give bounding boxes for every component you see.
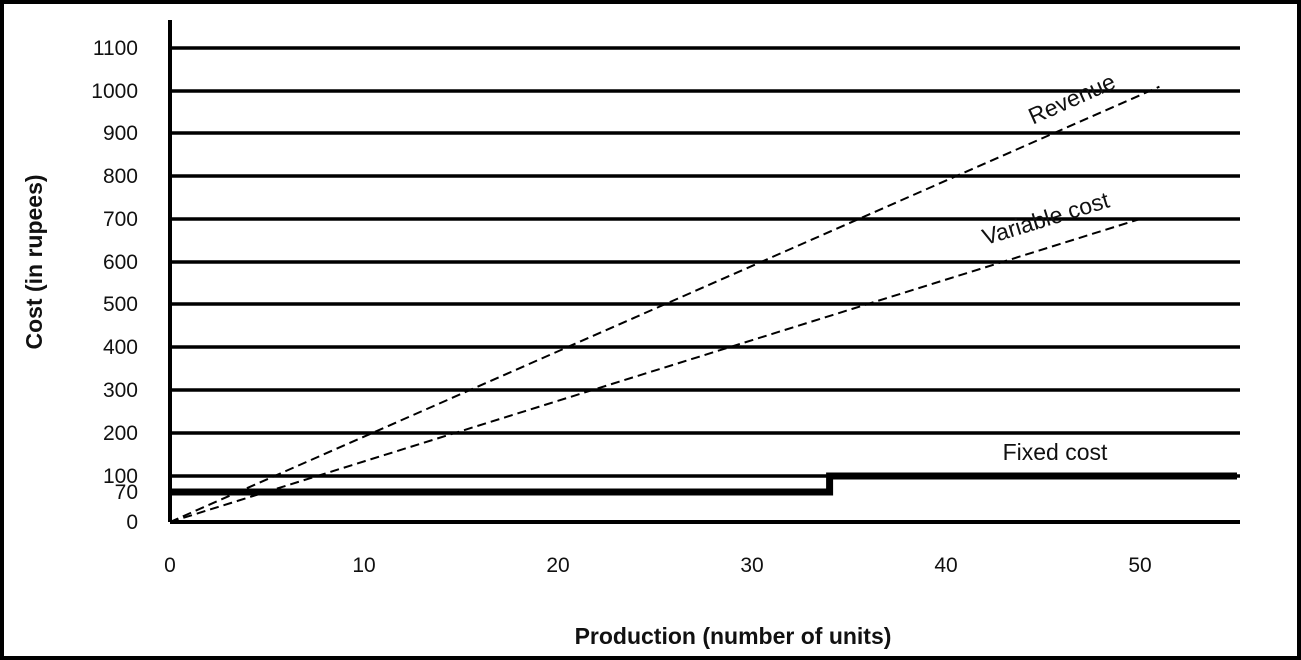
- x-tick-label: 50: [1128, 554, 1151, 577]
- y-tick-label: 1000: [91, 80, 138, 103]
- fixed-cost-label: Fixed cost: [1003, 439, 1108, 465]
- variable-cost-line: [169, 218, 1141, 523]
- y-tick-label: 500: [103, 293, 138, 316]
- series-lines: [169, 85, 1237, 523]
- y-tick-label: 0: [126, 511, 138, 534]
- y-tick-label: 400: [103, 336, 138, 359]
- y-tick-label: 70: [115, 481, 138, 504]
- y-tick-label: 100: [103, 465, 138, 488]
- y-tick-label: 200: [103, 422, 138, 445]
- x-tick-label: 30: [740, 554, 763, 577]
- y-tick-label: 300: [103, 379, 138, 402]
- y-tick-label: 800: [103, 165, 138, 188]
- x-tick-label: 0: [164, 554, 176, 577]
- y-tick-label: 900: [103, 122, 138, 145]
- y-tick-label: 600: [103, 251, 138, 274]
- x-tick-labels: 0 10 20 30 40 50: [164, 554, 1152, 577]
- revenue-label: Revenue: [1024, 68, 1119, 129]
- gridlines: [170, 46, 1240, 524]
- revenue-line: [169, 85, 1160, 523]
- fixed-cost-line: [170, 472, 1237, 496]
- y-tick-label: 1100: [93, 37, 138, 60]
- x-tick-label: 40: [934, 554, 957, 577]
- y-axis-title: Cost (in rupees): [21, 174, 47, 349]
- y-tick-label: 700: [103, 208, 138, 231]
- x-tick-label: 20: [546, 554, 569, 577]
- x-axis-title: Production (number of units): [575, 623, 892, 649]
- x-tick-label: 10: [352, 554, 375, 577]
